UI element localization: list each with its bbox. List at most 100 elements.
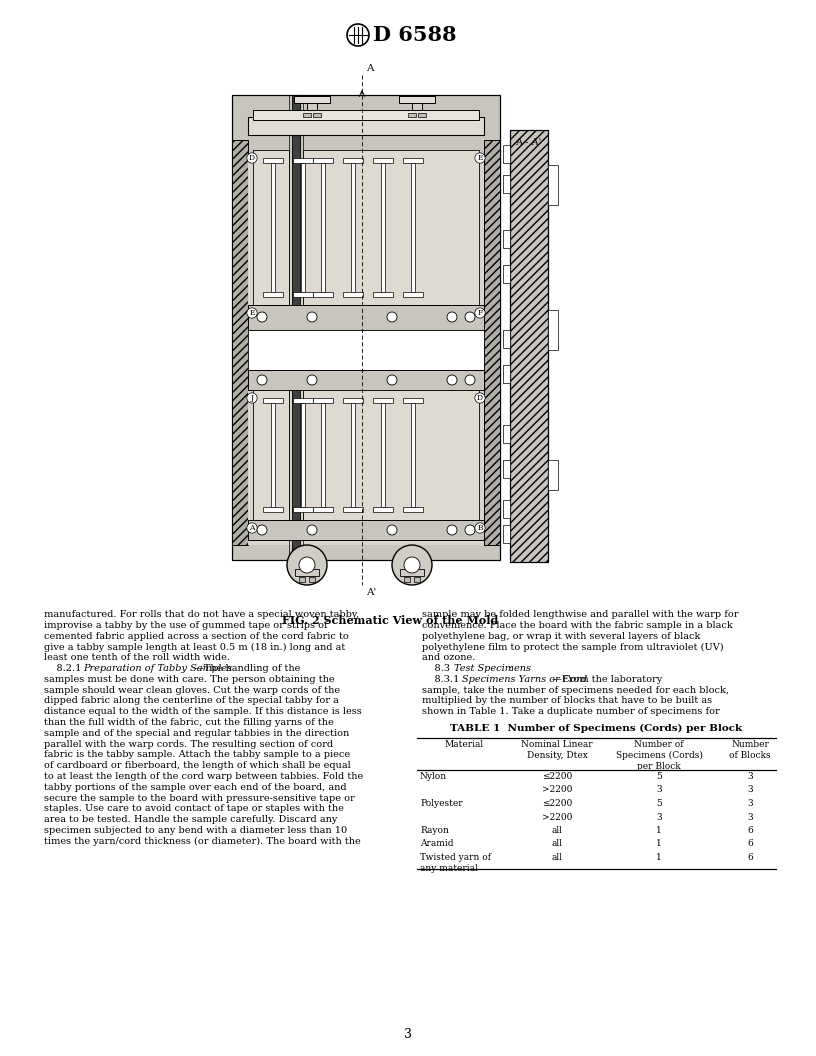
Bar [373, 507, 393, 512]
Bar [307, 100, 317, 110]
Text: 6: 6 [747, 826, 753, 835]
Bar [303, 390, 479, 520]
Text: TABLE 1  Number of Specimens (Cords) per Block: TABLE 1 Number of Specimens (Cords) per … [450, 724, 743, 733]
Bar [263, 158, 283, 163]
Text: Number
of Blocks: Number of Blocks [730, 740, 771, 759]
Text: 1: 1 [656, 840, 662, 849]
Bar [503, 265, 510, 283]
Text: D: D [249, 154, 255, 162]
Bar [321, 403, 325, 507]
Text: parallel with the warp cords. The resulting section of cord: parallel with the warp cords. The result… [44, 739, 333, 749]
Text: 3: 3 [404, 1029, 412, 1041]
Text: 6: 6 [747, 840, 753, 849]
Bar [271, 163, 275, 293]
Text: 8.3.1: 8.3.1 [422, 675, 463, 684]
Bar [303, 113, 311, 117]
Text: —The handling of the: —The handling of the [194, 664, 300, 673]
Text: sample, take the number of specimens needed for each block,: sample, take the number of specimens nee… [422, 685, 729, 695]
Text: and ozone.: and ozone. [422, 654, 476, 662]
Bar [293, 507, 313, 512]
Text: convenience. Place the board with the fabric sample in a black: convenience. Place the board with the fa… [422, 621, 733, 629]
Text: A': A' [366, 588, 376, 597]
Bar [399, 96, 435, 103]
Bar [294, 96, 330, 103]
Bar [351, 163, 355, 293]
Text: 8.2.1: 8.2.1 [44, 664, 85, 673]
Text: distance equal to the width of the sample. If this distance is less: distance equal to the width of the sampl… [44, 708, 361, 716]
Bar [313, 158, 333, 163]
Bar [293, 398, 313, 403]
Text: shown in Table 1. Take a duplicate number of specimens for: shown in Table 1. Take a duplicate numbe… [422, 708, 720, 716]
Bar [343, 293, 363, 297]
Bar [248, 370, 484, 390]
Circle shape [465, 375, 475, 385]
Circle shape [387, 375, 397, 385]
Bar [303, 150, 479, 305]
Text: polyethylene bag, or wrap it with several layers of black: polyethylene bag, or wrap it with severa… [422, 631, 700, 641]
Text: sample should wear clean gloves. Cut the warp cords of the: sample should wear clean gloves. Cut the… [44, 685, 340, 695]
Bar [403, 507, 423, 512]
Bar [418, 113, 426, 117]
Bar [248, 161, 484, 545]
Text: all: all [552, 840, 562, 849]
Circle shape [465, 525, 475, 535]
Text: E: E [477, 154, 483, 162]
Bar [232, 140, 248, 545]
Text: staples. Use care to avoid contact of tape or staples with the: staples. Use care to avoid contact of ta… [44, 805, 344, 813]
Bar [253, 150, 289, 305]
Text: 3: 3 [656, 812, 662, 822]
Text: Specimens Yarns or Cord: Specimens Yarns or Cord [462, 675, 587, 684]
Text: J: J [251, 394, 254, 402]
Text: D 6588: D 6588 [373, 25, 456, 45]
Bar [414, 577, 420, 582]
Bar [248, 520, 484, 540]
Circle shape [387, 312, 397, 322]
Text: Nylon: Nylon [420, 772, 447, 781]
Text: Number of
Specimens (Cords)
per Block: Number of Specimens (Cords) per Block [615, 740, 703, 771]
Text: tabby portions of the sample over each end of the board, and: tabby portions of the sample over each e… [44, 782, 347, 792]
Bar [503, 329, 510, 348]
Bar [313, 507, 333, 512]
Circle shape [447, 525, 457, 535]
Text: :: : [509, 664, 512, 673]
Text: improvise a tabby by the use of gummed tape or strips of: improvise a tabby by the use of gummed t… [44, 621, 328, 629]
Bar [263, 398, 283, 403]
Text: ≤2200: ≤2200 [542, 772, 572, 781]
Circle shape [447, 375, 457, 385]
Text: F: F [477, 309, 482, 317]
Text: cemented fabric applied across a section of the cord fabric to: cemented fabric applied across a section… [44, 631, 348, 641]
Text: 5: 5 [656, 799, 662, 808]
Bar [321, 163, 325, 293]
Bar [309, 577, 315, 582]
Bar [548, 165, 558, 205]
Bar [503, 499, 510, 518]
Circle shape [465, 312, 475, 322]
Text: 3: 3 [656, 786, 662, 794]
Bar [248, 329, 484, 370]
Circle shape [447, 312, 457, 322]
Bar [263, 507, 283, 512]
Bar [403, 398, 423, 403]
Bar [301, 403, 305, 507]
Text: >2200: >2200 [542, 812, 572, 822]
Text: 3: 3 [747, 812, 753, 822]
Circle shape [404, 557, 420, 573]
Bar [253, 110, 479, 120]
Circle shape [257, 312, 267, 322]
Bar [503, 460, 510, 478]
Bar [404, 577, 410, 582]
Bar [503, 230, 510, 248]
Bar [373, 293, 393, 297]
Text: 5: 5 [656, 772, 662, 781]
Bar [503, 365, 510, 383]
Text: 3: 3 [747, 799, 753, 808]
Circle shape [307, 525, 317, 535]
Bar [503, 175, 510, 193]
Bar [313, 398, 333, 403]
Text: ≤2200: ≤2200 [542, 799, 572, 808]
Bar [400, 569, 424, 576]
Text: of cardboard or fiberboard, the length of which shall be equal: of cardboard or fiberboard, the length o… [44, 761, 351, 770]
Text: give a tabby sample length at least 0.5 m (18 in.) long and at: give a tabby sample length at least 0.5 … [44, 642, 345, 652]
Text: Polyester: Polyester [420, 799, 463, 808]
Text: polyethylene film to protect the sample from ultraviolet (UV): polyethylene film to protect the sample … [422, 642, 724, 652]
